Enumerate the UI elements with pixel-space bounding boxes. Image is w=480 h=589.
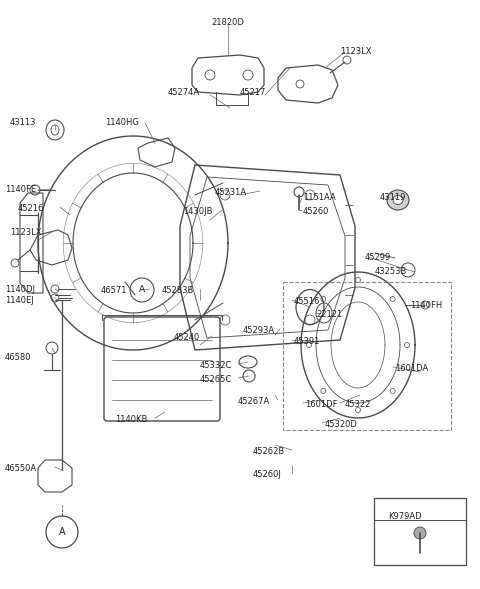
Text: 45260J: 45260J bbox=[253, 470, 282, 479]
Text: A: A bbox=[59, 527, 65, 537]
Text: 1123LX: 1123LX bbox=[10, 228, 41, 237]
Text: 45516: 45516 bbox=[294, 297, 320, 306]
Text: K979AD: K979AD bbox=[388, 512, 421, 521]
Text: 1123LX: 1123LX bbox=[340, 47, 372, 56]
Text: 1140FH: 1140FH bbox=[410, 301, 442, 310]
Text: 45265C: 45265C bbox=[200, 375, 232, 384]
Text: 45231A: 45231A bbox=[215, 188, 247, 197]
Text: 1140HG: 1140HG bbox=[105, 118, 139, 127]
Text: 1601DF: 1601DF bbox=[305, 400, 337, 409]
Text: 1140KB: 1140KB bbox=[115, 415, 147, 424]
Text: 1140EJ: 1140EJ bbox=[5, 296, 34, 305]
Text: 46550A: 46550A bbox=[5, 464, 37, 473]
Text: 45322: 45322 bbox=[345, 400, 372, 409]
Text: 43253B: 43253B bbox=[375, 267, 408, 276]
Text: 43119: 43119 bbox=[380, 193, 407, 202]
Text: 45274A: 45274A bbox=[168, 88, 200, 97]
Text: 45293A: 45293A bbox=[243, 326, 275, 335]
Text: A: A bbox=[139, 286, 145, 294]
Text: 45262B: 45262B bbox=[253, 447, 285, 456]
Text: 45260: 45260 bbox=[303, 207, 329, 216]
Text: 45216: 45216 bbox=[18, 204, 44, 213]
Text: 43113: 43113 bbox=[10, 118, 36, 127]
Text: 1430JB: 1430JB bbox=[183, 207, 213, 216]
Text: 1140DJ: 1140DJ bbox=[5, 285, 35, 294]
Text: 1601DA: 1601DA bbox=[395, 364, 428, 373]
Text: 45332C: 45332C bbox=[200, 361, 232, 370]
Text: 21820D: 21820D bbox=[212, 18, 244, 27]
Text: 1151AA: 1151AA bbox=[303, 193, 336, 202]
Bar bbox=[374, 498, 466, 565]
Text: 22121: 22121 bbox=[316, 310, 342, 319]
Text: 45217: 45217 bbox=[240, 88, 266, 97]
Ellipse shape bbox=[393, 196, 403, 204]
Text: 45299: 45299 bbox=[365, 253, 391, 262]
Text: 46571: 46571 bbox=[101, 286, 128, 295]
Text: 45391: 45391 bbox=[294, 337, 320, 346]
Text: 46580: 46580 bbox=[5, 353, 32, 362]
Bar bbox=[283, 282, 451, 430]
Text: 45240: 45240 bbox=[174, 333, 200, 342]
Text: 45320D: 45320D bbox=[325, 420, 358, 429]
Text: 1140FE: 1140FE bbox=[5, 185, 36, 194]
Circle shape bbox=[414, 527, 426, 539]
Text: 45283B: 45283B bbox=[162, 286, 194, 295]
Text: 45267A: 45267A bbox=[238, 397, 270, 406]
Ellipse shape bbox=[387, 190, 409, 210]
